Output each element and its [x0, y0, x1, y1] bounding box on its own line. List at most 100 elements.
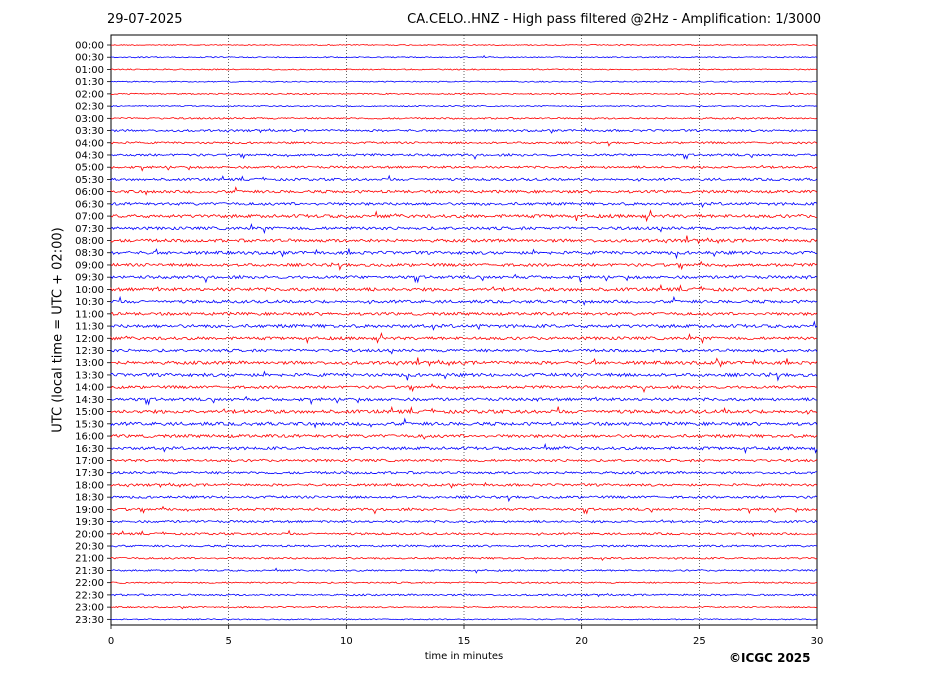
y-tick-label: 09:00 [75, 260, 104, 271]
y-tick-label: 07:00 [75, 212, 104, 223]
y-tick-label: 16:30 [75, 444, 104, 455]
y-tick-label: 07:30 [75, 224, 104, 235]
trace-0900 [110, 260, 818, 271]
y-tick-label: 03:00 [75, 114, 104, 125]
trace-1900 [110, 505, 818, 515]
trace-2100 [110, 556, 818, 562]
y-tick-label: 20:00 [75, 529, 104, 540]
y-axis-label: UTC (local time = UTC + 02:00) [50, 227, 66, 433]
y-tick-label: 02:30 [75, 102, 104, 113]
y-tick-label: 01:30 [75, 77, 104, 88]
copyright-label: ©ICGC 2025 [729, 651, 811, 665]
y-tick-label: 15:30 [75, 419, 104, 430]
y-tick-label: 15:00 [75, 407, 104, 418]
trace-2300 [110, 605, 817, 610]
y-tick-label: 03:30 [75, 126, 104, 137]
trace-1400 [110, 383, 817, 394]
y-tick-label: 22:30 [75, 590, 104, 601]
trace-0030 [110, 54, 818, 59]
y-tick-label: 19:00 [75, 505, 104, 516]
y-tick-label: 10:30 [75, 297, 104, 308]
y-tick-label: 04:30 [75, 150, 104, 161]
x-tick-label: 20 [575, 636, 588, 647]
trace-1230 [110, 348, 818, 355]
trace-0700 [110, 209, 817, 223]
y-tick-label: 00:30 [75, 53, 104, 64]
trace-0300 [110, 116, 818, 120]
trace-1800 [110, 481, 818, 489]
y-tick-label: 06:30 [75, 199, 104, 210]
y-tick-label: 04:00 [75, 138, 104, 149]
trace-0800 [110, 235, 818, 245]
y-tick-label: 18:30 [75, 493, 104, 504]
trace-1530 [110, 417, 818, 429]
trace-2130 [110, 567, 818, 574]
y-tick-label: 23:30 [75, 615, 104, 626]
trace-1100 [110, 311, 818, 317]
trace-1330 [110, 370, 818, 382]
trace-0730 [110, 223, 817, 235]
trace-2230 [110, 592, 817, 598]
trace-2200 [110, 581, 818, 584]
y-tick-label: 22:00 [75, 578, 104, 589]
y-tick-label: 11:00 [75, 309, 104, 320]
y-tick-label: 14:30 [75, 395, 104, 406]
y-tick-label: 20:30 [75, 542, 104, 553]
trace-1730 [110, 470, 817, 475]
y-tick-label: 09:30 [75, 273, 104, 284]
y-tick-label: 08:30 [75, 248, 104, 259]
trace-0500 [110, 164, 818, 172]
trace-0400 [110, 141, 818, 147]
date-label: 29-07-2025 [107, 12, 183, 27]
trace-1930 [110, 519, 818, 524]
trace-0330 [110, 127, 818, 134]
trace-1630 [110, 443, 818, 455]
y-tick-label: 13:00 [75, 358, 104, 369]
y-tick-label: 21:30 [75, 566, 104, 577]
y-tick-label: 13:30 [75, 370, 104, 381]
y-tick-label: 17:30 [75, 468, 104, 479]
trace-1500 [110, 405, 818, 415]
trace-1700 [110, 458, 818, 463]
trace-1030 [110, 295, 818, 306]
y-tick-label: 05:00 [75, 163, 104, 174]
x-tick-label: 30 [811, 636, 824, 647]
y-tick-label: 02:00 [75, 89, 104, 100]
x-tick-label: 25 [693, 636, 706, 647]
trace-0130 [110, 80, 817, 83]
y-tick-label: 23:00 [75, 603, 104, 614]
trace-0930 [110, 273, 818, 284]
y-tick-label: 19:30 [75, 517, 104, 528]
trace-1430 [110, 395, 817, 406]
trace-2000 [110, 529, 818, 537]
trace-0530 [110, 174, 818, 182]
trace-1200 [110, 331, 817, 345]
trace-1130 [110, 320, 818, 331]
y-tick-label: 06:00 [75, 187, 104, 198]
trace-1300 [110, 357, 818, 368]
trace-0630 [110, 201, 818, 209]
trace-2030 [110, 544, 818, 548]
y-tick-label: 00:00 [75, 41, 104, 52]
trace-0430 [110, 152, 818, 160]
trace-0230 [110, 105, 817, 108]
trace-0100 [110, 68, 818, 71]
x-axis-label: time in minutes [424, 651, 504, 662]
trace-2330 [110, 618, 817, 621]
chart-title: CA.CELO..HNZ - High pass filtered @2Hz -… [407, 12, 821, 27]
y-tick-label: 12:00 [75, 334, 104, 345]
y-tick-label: 10:00 [75, 285, 104, 296]
y-tick-label: 01:00 [75, 65, 104, 76]
trace-0600 [110, 186, 818, 196]
trace-1600 [110, 433, 818, 440]
y-tick-label: 17:00 [75, 456, 104, 467]
trace-0200 [110, 91, 817, 96]
y-tick-label: 14:00 [75, 383, 104, 394]
trace-1000 [110, 283, 818, 292]
trace-1830 [110, 495, 818, 503]
y-tick-label: 12:30 [75, 346, 104, 357]
trace-0000 [110, 44, 817, 47]
x-tick-label: 15 [458, 636, 471, 647]
y-tick-label: 18:00 [75, 480, 104, 491]
